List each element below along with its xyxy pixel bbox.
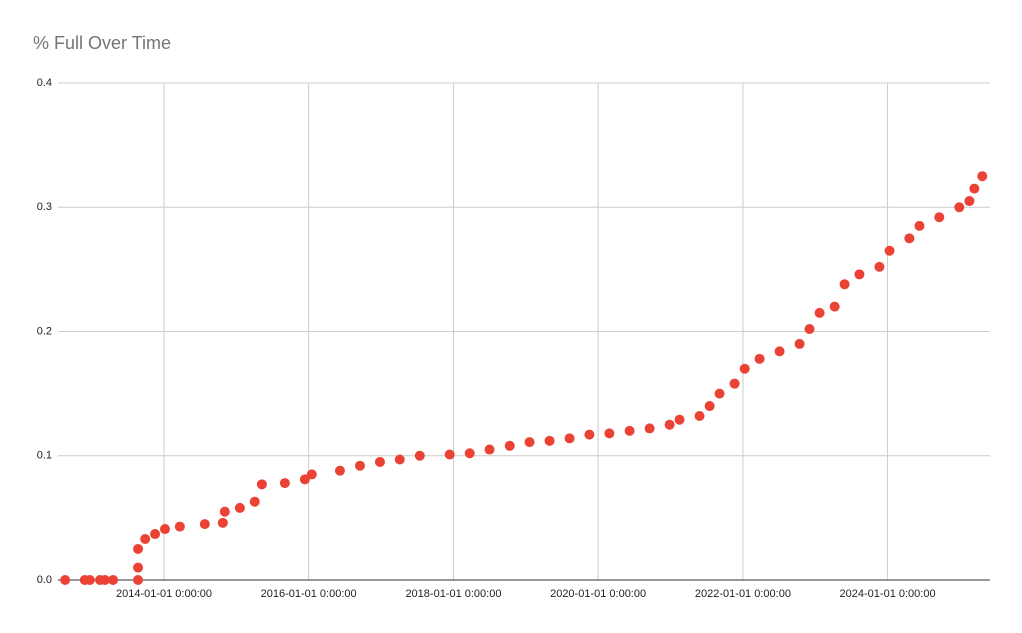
y-tick-label: 0.3: [37, 201, 52, 213]
point: [954, 202, 965, 213]
point: [624, 425, 635, 436]
point: [704, 401, 715, 412]
point: [524, 437, 535, 448]
y-tick-label: 0.2: [37, 325, 52, 337]
point: [977, 171, 988, 182]
point: [414, 450, 425, 461]
point: [159, 524, 170, 535]
point: [934, 212, 945, 223]
point: [133, 562, 144, 573]
point: [854, 269, 865, 280]
point: [256, 479, 267, 490]
point: [884, 245, 895, 256]
point: [694, 410, 705, 421]
y-tick-label: 0.4: [37, 77, 52, 89]
x-tick-label: 2018-01-01 0:00:00: [405, 588, 501, 600]
point: [108, 575, 119, 585]
point: [829, 301, 840, 312]
point: [174, 521, 185, 532]
x-tick-label: 2016-01-01 0:00:00: [261, 588, 357, 600]
point: [84, 575, 95, 585]
x-tick-label: 2022-01-01 0:00:00: [695, 588, 791, 600]
point: [729, 378, 740, 389]
point: [774, 346, 785, 357]
point: [839, 279, 850, 290]
point: [584, 429, 595, 440]
x-tick-label: 2014-01-01 0:00:00: [116, 588, 212, 600]
point: [794, 338, 805, 349]
point: [99, 575, 110, 585]
point: [306, 469, 317, 480]
point: [444, 449, 455, 460]
point: [140, 533, 151, 544]
point: [874, 261, 885, 272]
point: [604, 428, 615, 439]
point: [754, 353, 765, 364]
point: [374, 456, 385, 467]
point: [814, 307, 825, 318]
point: [150, 529, 161, 540]
y-tick-label: 0.0: [37, 574, 52, 586]
point: [664, 419, 675, 430]
point: [464, 448, 475, 459]
point: [217, 517, 228, 528]
point: [964, 196, 975, 207]
point: [249, 496, 260, 507]
x-tick-label: 2024-01-01 0:00:00: [840, 588, 936, 600]
point: [219, 506, 230, 517]
point: [133, 575, 144, 585]
point: [644, 423, 655, 434]
point: [714, 388, 725, 399]
point: [279, 478, 290, 489]
chart-title: % Full Over Time: [33, 33, 171, 53]
point: [504, 440, 515, 451]
point: [394, 454, 405, 465]
point: [354, 460, 365, 471]
point: [674, 414, 685, 425]
x-tick-label: 2020-01-01 0:00:00: [550, 588, 646, 600]
y-tick-label: 0.1: [37, 450, 52, 462]
point: [60, 575, 71, 585]
point: [969, 183, 980, 194]
point: [133, 543, 144, 554]
point: [904, 233, 915, 244]
point: [334, 465, 345, 476]
point: [199, 519, 210, 530]
point: [914, 220, 925, 231]
point: [564, 433, 575, 444]
point: [739, 363, 750, 374]
point: [804, 324, 815, 335]
point: [299, 474, 310, 485]
point: [544, 435, 555, 446]
point: [484, 444, 495, 455]
point: [234, 502, 245, 513]
